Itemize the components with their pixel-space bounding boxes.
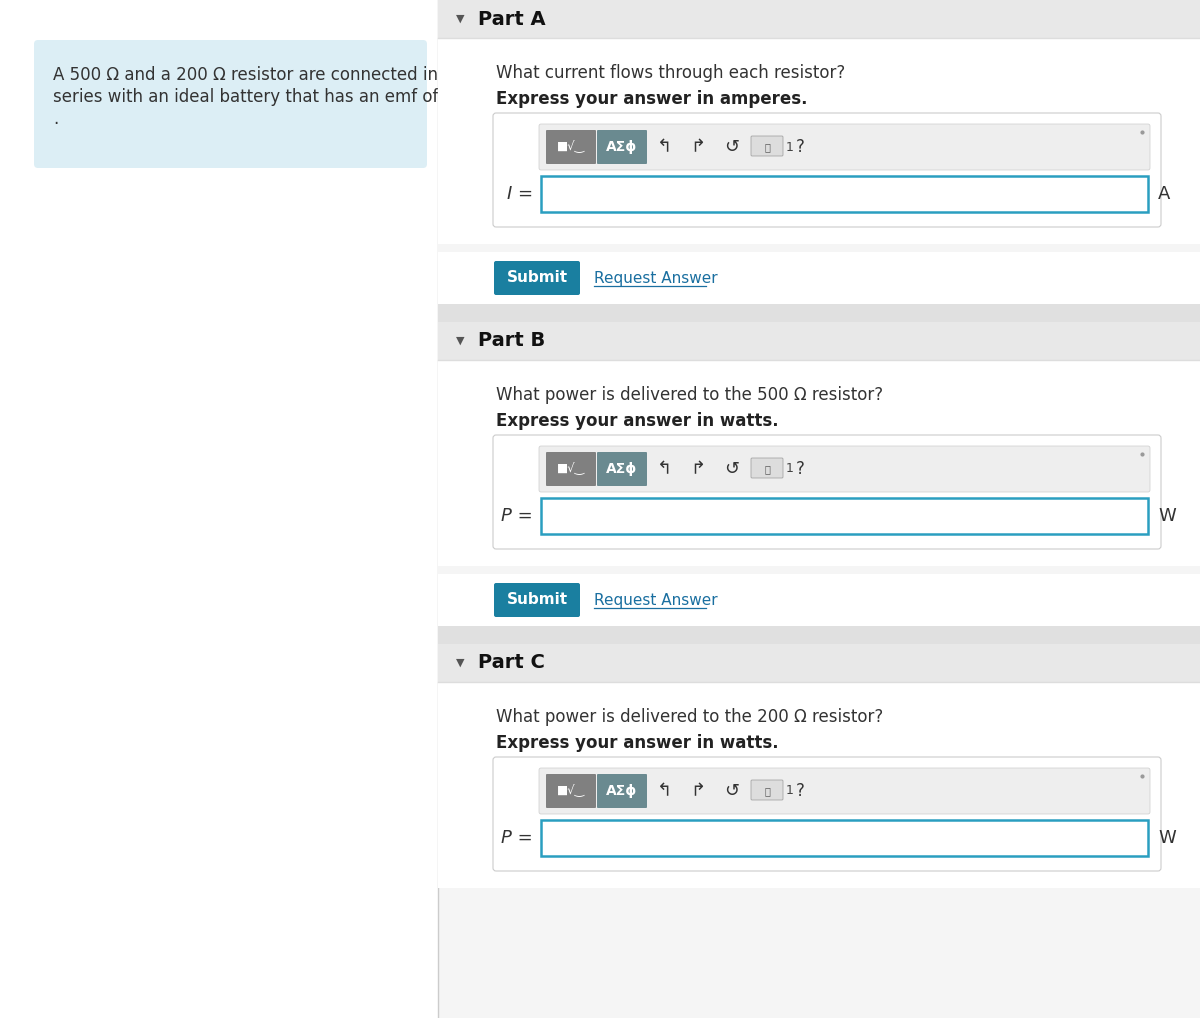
- Text: AΣϕ: AΣϕ: [606, 784, 637, 798]
- Text: P =: P =: [502, 507, 533, 525]
- Text: I =: I =: [506, 185, 533, 203]
- Text: Submit: Submit: [506, 592, 568, 608]
- Text: Express your answer in watts.: Express your answer in watts.: [496, 412, 779, 430]
- Text: Request Answer: Request Answer: [594, 271, 718, 285]
- Text: W: W: [1158, 507, 1176, 525]
- FancyBboxPatch shape: [438, 322, 1200, 360]
- FancyBboxPatch shape: [539, 124, 1150, 170]
- Text: ↰: ↰: [656, 460, 672, 478]
- FancyBboxPatch shape: [598, 130, 647, 164]
- FancyBboxPatch shape: [493, 113, 1162, 227]
- Text: A 500 Ω and a 200 Ω resistor are connected in: A 500 Ω and a 200 Ω resistor are connect…: [53, 66, 438, 84]
- FancyBboxPatch shape: [438, 0, 1200, 38]
- Text: ▼: ▼: [456, 336, 464, 346]
- Text: ↺: ↺: [725, 460, 739, 478]
- Text: ▼: ▼: [456, 14, 464, 24]
- Text: ↱: ↱: [690, 460, 706, 478]
- FancyBboxPatch shape: [438, 38, 1200, 244]
- FancyBboxPatch shape: [438, 566, 1200, 574]
- Text: Express your answer in watts.: Express your answer in watts.: [496, 734, 779, 752]
- FancyBboxPatch shape: [438, 682, 1200, 888]
- Text: ↰: ↰: [656, 138, 672, 156]
- FancyBboxPatch shape: [598, 774, 647, 808]
- Text: ■√‿: ■√‿: [557, 462, 586, 475]
- FancyBboxPatch shape: [493, 757, 1162, 871]
- Text: What power is delivered to the 200 Ω resistor?: What power is delivered to the 200 Ω res…: [496, 708, 883, 726]
- Text: ■√‿: ■√‿: [557, 785, 586, 797]
- Text: ↱: ↱: [690, 782, 706, 800]
- FancyBboxPatch shape: [598, 452, 647, 486]
- Text: ↰: ↰: [656, 782, 672, 800]
- FancyBboxPatch shape: [494, 261, 580, 295]
- Text: AΣϕ: AΣϕ: [606, 462, 637, 476]
- Text: ⌸: ⌸: [764, 142, 770, 152]
- FancyBboxPatch shape: [438, 244, 1200, 252]
- Text: ?: ?: [796, 460, 804, 478]
- FancyBboxPatch shape: [438, 252, 1200, 304]
- FancyBboxPatch shape: [546, 130, 596, 164]
- FancyBboxPatch shape: [541, 176, 1148, 212]
- Text: ↱: ↱: [690, 138, 706, 156]
- Text: ↺: ↺: [725, 782, 739, 800]
- Text: W: W: [1158, 829, 1176, 847]
- FancyBboxPatch shape: [438, 574, 1200, 626]
- FancyBboxPatch shape: [751, 136, 784, 156]
- Text: ▼: ▼: [456, 658, 464, 668]
- Text: A: A: [1158, 185, 1170, 203]
- Text: 1: 1: [786, 140, 794, 154]
- Text: ?: ?: [796, 138, 804, 156]
- FancyBboxPatch shape: [494, 583, 580, 617]
- FancyBboxPatch shape: [438, 0, 1200, 5]
- FancyBboxPatch shape: [438, 360, 1200, 566]
- Text: P =: P =: [502, 829, 533, 847]
- FancyBboxPatch shape: [539, 768, 1150, 814]
- FancyBboxPatch shape: [751, 458, 784, 478]
- FancyBboxPatch shape: [546, 452, 596, 486]
- FancyBboxPatch shape: [541, 498, 1148, 534]
- FancyBboxPatch shape: [493, 435, 1162, 549]
- Text: Submit: Submit: [506, 271, 568, 285]
- Text: ?: ?: [796, 782, 804, 800]
- Text: ⌸: ⌸: [764, 464, 770, 474]
- FancyBboxPatch shape: [34, 40, 427, 168]
- FancyBboxPatch shape: [438, 0, 1200, 1018]
- FancyBboxPatch shape: [438, 644, 1200, 682]
- Text: Part A: Part A: [478, 9, 546, 29]
- FancyBboxPatch shape: [438, 626, 1200, 644]
- Text: ⌸: ⌸: [764, 786, 770, 796]
- Text: What power is delivered to the 500 Ω resistor?: What power is delivered to the 500 Ω res…: [496, 386, 883, 404]
- Text: Request Answer: Request Answer: [594, 592, 718, 608]
- Text: Part B: Part B: [478, 332, 545, 350]
- Text: ■√‿: ■√‿: [557, 140, 586, 154]
- Text: 1: 1: [786, 785, 794, 797]
- Text: What current flows through each resistor?: What current flows through each resistor…: [496, 64, 845, 82]
- FancyBboxPatch shape: [546, 774, 596, 808]
- Text: Part C: Part C: [478, 654, 545, 673]
- Text: ↺: ↺: [725, 138, 739, 156]
- Text: 1: 1: [786, 462, 794, 475]
- FancyBboxPatch shape: [0, 0, 438, 1018]
- Text: series with an ideal battery that has an emf of 30 V: series with an ideal battery that has an…: [53, 88, 481, 106]
- Text: AΣϕ: AΣϕ: [606, 140, 637, 154]
- FancyBboxPatch shape: [751, 780, 784, 800]
- FancyBboxPatch shape: [539, 446, 1150, 492]
- FancyBboxPatch shape: [541, 821, 1148, 856]
- Text: .: .: [53, 110, 59, 128]
- Text: Express your answer in amperes.: Express your answer in amperes.: [496, 90, 808, 108]
- FancyBboxPatch shape: [438, 304, 1200, 322]
